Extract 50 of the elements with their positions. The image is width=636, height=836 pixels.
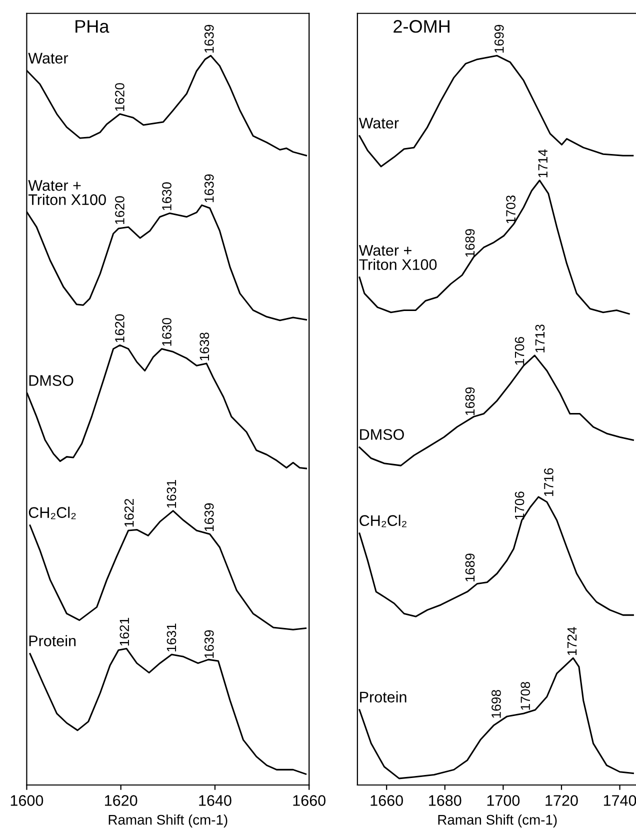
x-tick-label: 1640 (199, 795, 232, 806)
series-label: Water (358, 118, 399, 129)
annotation: 1639 (204, 630, 214, 658)
series-label: Water + Triton X100 (358, 245, 437, 270)
x-axis-title: Raman Shift (cm-1) (108, 814, 228, 828)
annotation: 1631 (166, 624, 176, 652)
series-label: Protein (29, 635, 76, 646)
annotation: 1714 (538, 149, 548, 178)
annotation: 1630 (162, 318, 172, 346)
annotation: 1706 (514, 336, 524, 365)
annotation: 1630 (162, 182, 172, 210)
x-tick-label: 1680 (429, 795, 462, 806)
annotation: 1703 (506, 195, 516, 224)
annotation: 1620 (115, 196, 124, 224)
annotation: 1689 (465, 387, 475, 416)
x-tick-label: 1740 (604, 795, 636, 806)
annotation: 1698 (492, 690, 501, 718)
annotation: 1708 (520, 682, 530, 710)
annotation: 1621 (120, 618, 130, 646)
series-label: Water (28, 52, 68, 64)
annotation: 1638 (200, 332, 210, 360)
series-label: DMSO (29, 375, 74, 386)
x-tick-label: 1720 (546, 795, 578, 806)
annotation: 1713 (535, 324, 545, 352)
annotation: 1620 (115, 83, 124, 111)
series-label: CH₂Cl₂ (360, 514, 406, 528)
x-tick-label: 1660 (293, 795, 326, 806)
chart-title: PHa (76, 20, 110, 33)
x-tick-label: 1600 (10, 795, 44, 806)
annotation: 1620 (115, 314, 124, 342)
annotation: 1724 (567, 627, 577, 656)
series-label: DMSO (360, 429, 404, 440)
series-label: CH₂Cl₂ (28, 506, 76, 520)
series-label: Water + Triton X100 (28, 180, 106, 206)
annotation: 1699 (494, 24, 504, 53)
annotation: 1639 (204, 24, 214, 53)
annotation: 1622 (124, 498, 134, 527)
x-tick-label: 1620 (105, 795, 138, 806)
annotation: 1639 (204, 503, 214, 532)
x-axis-title: Raman Shift (cm-1) (438, 814, 557, 828)
x-tick-label: 1700 (487, 795, 520, 806)
annotation: 1706 (514, 492, 524, 520)
chart-title: 2-OMH (394, 20, 450, 33)
annotation: 1639 (204, 174, 214, 202)
series-label: Protein (360, 691, 406, 702)
annotation: 1631 (166, 480, 176, 508)
annotation: 1716 (544, 468, 554, 496)
annotation: 1689 (465, 229, 475, 257)
x-tick-label: 1660 (370, 795, 403, 806)
annotation: 1689 (465, 554, 475, 582)
